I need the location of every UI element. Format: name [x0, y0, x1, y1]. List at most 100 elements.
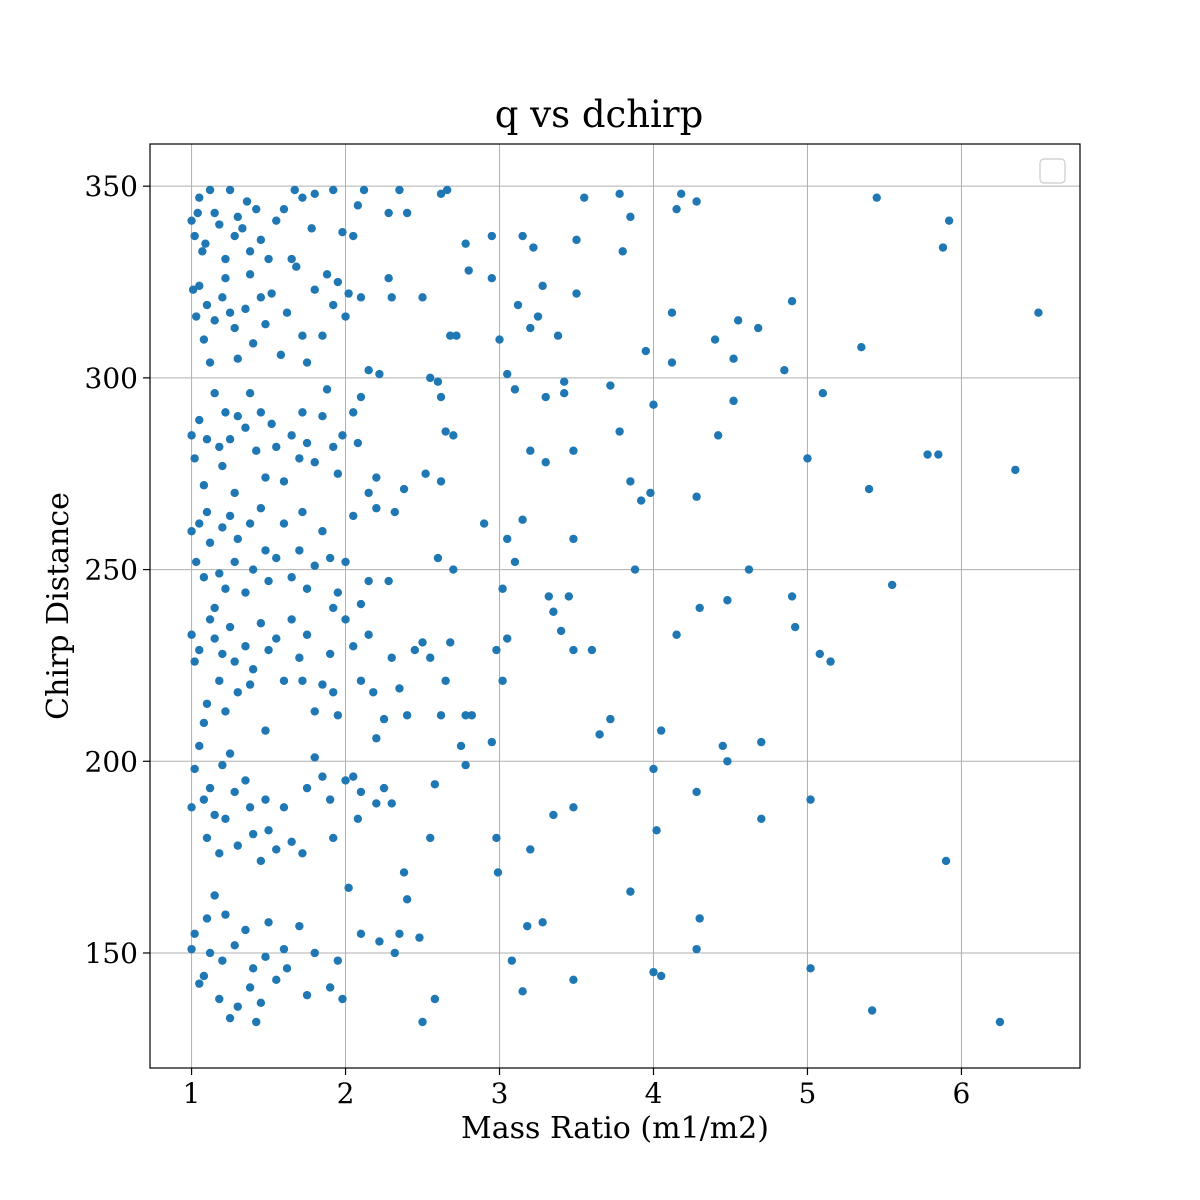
scatter-point — [753, 323, 763, 333]
scatter-point — [872, 193, 881, 202]
scatter-point — [387, 293, 396, 302]
x-tick-label: 5 — [799, 1077, 817, 1110]
scatter-point — [230, 557, 239, 567]
scatter-point — [210, 389, 219, 398]
scatter-point — [559, 389, 569, 398]
scatter-point — [526, 845, 535, 854]
scatter-point — [667, 358, 677, 367]
x-tick-label: 6 — [953, 1077, 971, 1110]
scatter-point — [191, 557, 201, 567]
scatter-point — [205, 615, 215, 624]
scatter-point — [287, 615, 296, 624]
scatter-point — [436, 189, 446, 199]
scatter-point — [202, 833, 212, 843]
scatter-point — [210, 634, 219, 643]
scatter-point — [218, 649, 227, 659]
scatter-point — [692, 492, 701, 501]
scatter-point — [395, 185, 404, 195]
scatter-point — [395, 684, 404, 693]
scatter-point — [356, 599, 366, 609]
scatter-point — [787, 296, 797, 306]
scatter-point — [279, 519, 289, 528]
scatter-point — [261, 952, 270, 962]
scatter-point — [510, 557, 520, 567]
scatter-point — [493, 868, 503, 877]
scatter-point — [618, 247, 627, 256]
scatter-point — [310, 753, 319, 762]
scatter-point — [533, 312, 543, 321]
scatter-point — [630, 565, 640, 574]
scatter-point — [187, 216, 196, 225]
scatter-point — [442, 185, 452, 195]
scatter-point — [1011, 465, 1020, 475]
scatter-point — [245, 680, 255, 689]
scatter-point — [225, 511, 235, 521]
scatter-point — [695, 914, 704, 923]
x-axis-ticks: 1 2 3 4 5 6 — [183, 1068, 971, 1110]
scatter-point — [549, 810, 558, 820]
scatter-point — [329, 442, 338, 452]
scatter-point — [723, 757, 732, 766]
scatter-point — [245, 389, 255, 398]
scatter-point — [221, 814, 230, 823]
scatter-point — [544, 592, 553, 601]
scatter-point — [201, 239, 210, 248]
scatter-point — [333, 277, 343, 287]
scatter-point — [295, 921, 304, 931]
scatter-point — [325, 795, 335, 804]
scatter-point — [187, 944, 196, 954]
scatter-point — [790, 622, 800, 632]
scatter-point — [272, 634, 281, 643]
scatter-point — [541, 392, 550, 402]
scatter-point — [230, 787, 239, 797]
scatter-point — [261, 319, 270, 329]
scatter-point — [276, 350, 286, 360]
scatter-point — [559, 377, 569, 386]
scatter-point — [188, 285, 198, 294]
scatter-point — [498, 676, 507, 685]
scatter-point — [190, 231, 199, 241]
x-tick-label: 1 — [183, 1077, 201, 1110]
scatter-point — [295, 546, 304, 555]
scatter-point — [310, 285, 319, 294]
scatter-point — [195, 193, 204, 202]
scatter-point — [402, 711, 412, 720]
scatter-point — [205, 358, 215, 367]
scatter-point — [261, 795, 270, 804]
scatter-point — [503, 369, 512, 379]
scatter-point — [202, 300, 212, 310]
scatter-point — [256, 619, 266, 628]
scatter-point — [364, 366, 373, 375]
scatter-point — [495, 335, 504, 344]
scatter-point — [446, 331, 455, 340]
scatter-point — [225, 1013, 235, 1023]
y-tick-label: 150 — [85, 937, 138, 970]
scatter-point — [492, 645, 501, 655]
scatter-point — [498, 584, 507, 593]
scatter-point — [241, 423, 250, 432]
scatter-point — [526, 446, 535, 455]
scatter-point — [215, 994, 224, 1004]
scatter-point — [329, 185, 338, 195]
scatter-point — [538, 918, 547, 927]
grid — [150, 144, 1080, 1068]
scatter-point — [245, 270, 255, 279]
scatter-point — [261, 473, 270, 482]
scatter-point — [218, 956, 227, 965]
scatter-point — [569, 645, 578, 655]
scatter-point — [826, 657, 835, 666]
scatter-point — [302, 438, 312, 448]
scatter-point — [272, 845, 281, 854]
scatter-point — [492, 833, 501, 843]
scatter-point — [372, 473, 381, 482]
scatter-point — [187, 527, 196, 536]
scatter-point — [225, 435, 235, 444]
scatter-point — [569, 975, 578, 985]
scatter-point — [272, 216, 281, 225]
scatter-point — [190, 454, 199, 463]
scatter-point — [199, 718, 209, 728]
scatter-point — [369, 688, 378, 697]
scatter-point — [310, 561, 319, 570]
scatter-point — [341, 615, 350, 624]
scatter-point — [507, 956, 517, 965]
